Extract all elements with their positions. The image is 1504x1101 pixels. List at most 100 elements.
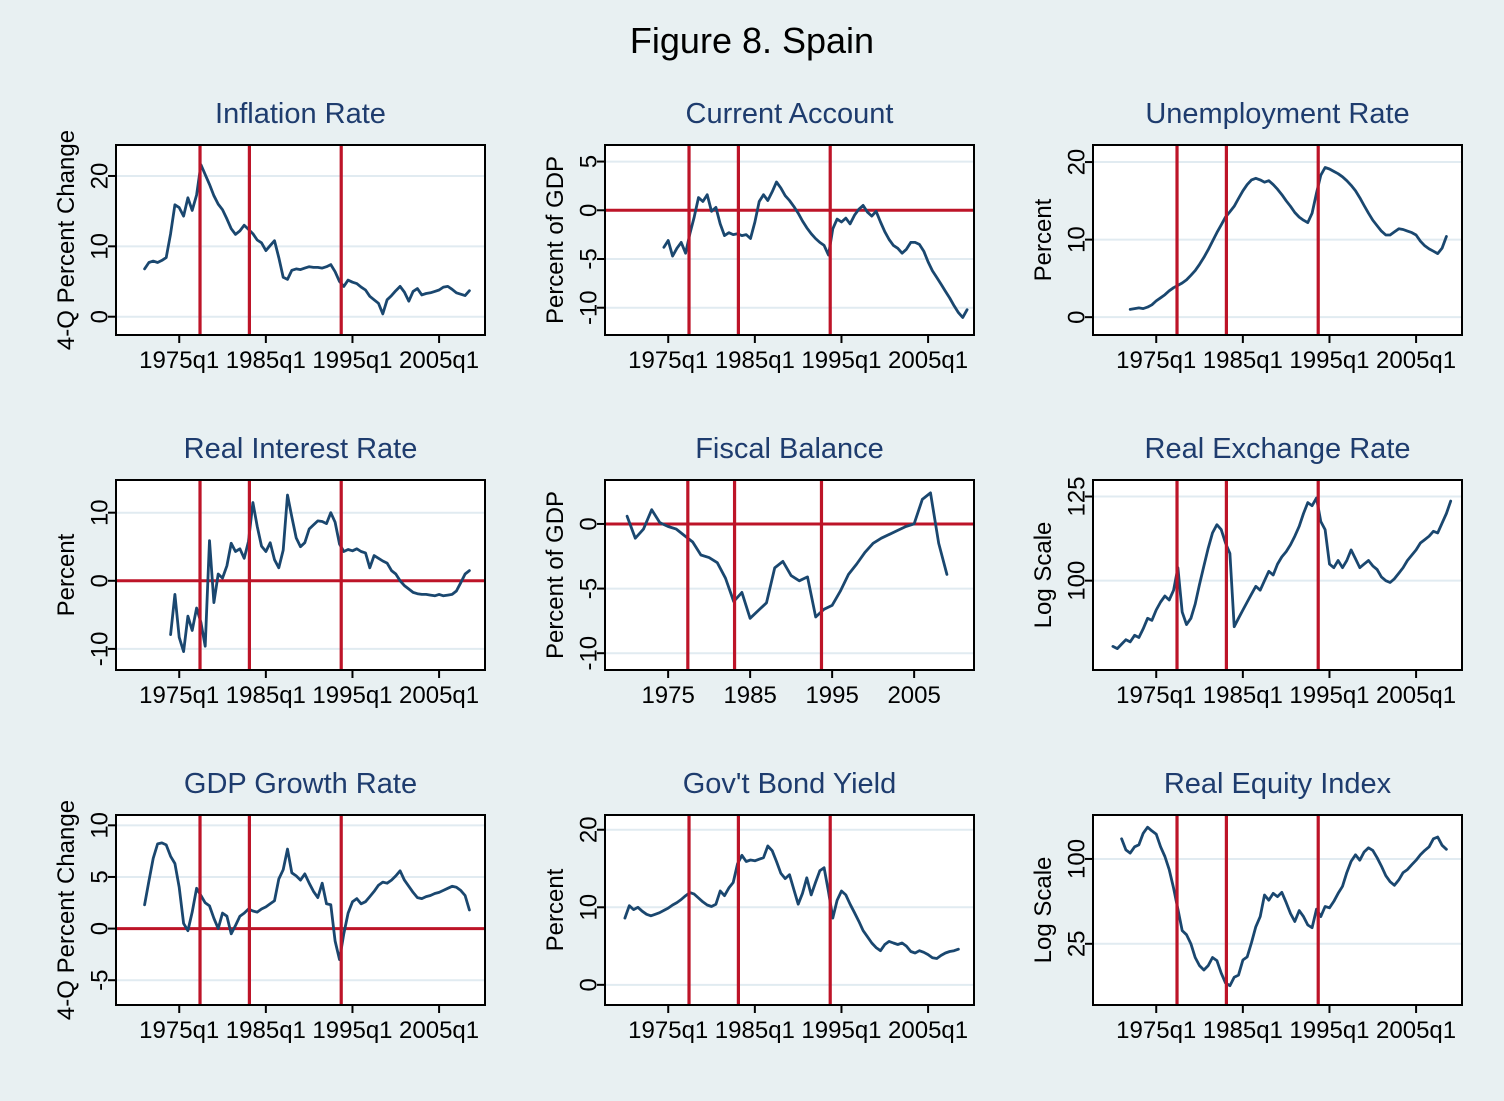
y-axis-title: Percent of GDP	[542, 490, 569, 660]
svg-text:1975q1: 1975q1	[628, 1017, 708, 1044]
svg-text:1985: 1985	[723, 682, 776, 709]
subplot-title: Real Interest Rate	[183, 433, 418, 465]
svg-text:1985q1: 1985q1	[1203, 1017, 1283, 1044]
current-account-chart: 1975q1 1985q1 1995q1 2005q1 5 0 -5 -10	[576, 144, 975, 374]
inflation-rate-chart: 1975q1 1985q1 1995q1 2005q1 0 10 20	[87, 144, 486, 374]
svg-text:100: 100	[1064, 839, 1091, 879]
svg-text:-5: -5	[576, 248, 603, 269]
panel-real-exchange-rate: 1975q1 1985q1 1995q1 2005q1 100 125 Real Exch…	[1017, 430, 1492, 765]
subplot-title: Real Equity Index	[1163, 768, 1392, 800]
svg-text:125: 125	[1064, 476, 1091, 516]
svg-text:0: 0	[576, 517, 603, 530]
svg-text:2005q1: 2005q1	[399, 1017, 479, 1044]
panel-unemployment-rate: 1975q1 1985q1 1995q1 2005q1 0 10 20 Unemployme…	[1017, 95, 1492, 430]
svg-text:1975q1: 1975q1	[1116, 682, 1196, 709]
svg-text:5: 5	[87, 870, 114, 883]
svg-text:1975q1: 1975q1	[139, 1017, 219, 1044]
subplot-title: GDP Growth Rate	[183, 768, 418, 800]
panel-real-equity-index: 1975q1 1985q1 1995q1 2005q1 25 100 Real Equit…	[1017, 765, 1492, 1100]
y-axis-title: Log Scale	[1030, 856, 1057, 964]
svg-text:1995q1: 1995q1	[1289, 1017, 1369, 1044]
svg-text:5: 5	[576, 155, 603, 168]
svg-text:2005q1: 2005q1	[399, 347, 479, 374]
svg-text:25: 25	[1064, 930, 1091, 957]
real-interest-rate-chart: 1975q1 1985q1 1995q1 2005q1 -10 0 10	[87, 479, 486, 709]
fiscal-balance-chart: 1975 1985 1995 2005 0 -5 -10	[576, 479, 975, 709]
svg-text:-5: -5	[87, 970, 114, 991]
svg-text:0: 0	[87, 310, 114, 323]
svg-text:1985q1: 1985q1	[226, 1017, 306, 1044]
svg-text:1975: 1975	[641, 682, 694, 709]
svg-text:10: 10	[576, 894, 603, 921]
svg-text:0: 0	[576, 204, 603, 217]
svg-text:100: 100	[1064, 561, 1091, 601]
svg-text:-5: -5	[576, 578, 603, 599]
y-axis-title: Percent	[542, 868, 569, 952]
svg-text:1985q1: 1985q1	[1203, 347, 1283, 374]
svg-text:0: 0	[87, 922, 114, 935]
svg-text:0: 0	[1064, 310, 1091, 323]
svg-text:1975q1: 1975q1	[1116, 347, 1196, 374]
svg-text:2005q1: 2005q1	[1376, 1017, 1456, 1044]
panel-real-interest-rate: 1975q1 1985q1 1995q1 2005q1 -10 0 10 Real Inte…	[40, 430, 515, 765]
panel-govt-bond-yield: 1975q1 1985q1 1995q1 2005q1 0 10 20 Gov't Bond…	[529, 765, 1004, 1100]
real-equity-index-chart: 1975q1 1985q1 1995q1 2005q1 25 100	[1064, 814, 1463, 1044]
svg-text:1975q1: 1975q1	[1116, 1017, 1196, 1044]
subplot-title: Gov't Bond Yield	[682, 768, 897, 800]
panel-inflation-rate: 1975q1 1985q1 1995q1 2005q1 0 10 20 Inflation …	[40, 95, 515, 430]
svg-text:1995q1: 1995q1	[1289, 682, 1369, 709]
gdp-growth-rate-chart: 1975q1 1985q1 1995q1 2005q1 -5 0 5 10	[87, 812, 486, 1044]
svg-text:1995q1: 1995q1	[801, 1017, 881, 1044]
svg-text:2005q1: 2005q1	[888, 347, 968, 374]
svg-text:2005q1: 2005q1	[1376, 347, 1456, 374]
svg-text:1975q1: 1975q1	[139, 347, 219, 374]
y-axis-title: Percent of GDP	[542, 155, 569, 325]
svg-text:1995q1: 1995q1	[312, 682, 392, 709]
svg-text:1985q1: 1985q1	[226, 682, 306, 709]
subplot-title: Inflation Rate	[215, 98, 386, 130]
svg-text:10: 10	[1064, 226, 1091, 253]
subplot-title: Unemployment Rate	[1145, 98, 1410, 130]
svg-text:1995q1: 1995q1	[801, 347, 881, 374]
subplot-title: Real Exchange Rate	[1144, 433, 1411, 465]
svg-text:0: 0	[576, 978, 603, 991]
subplot-title: Current Account	[685, 98, 894, 130]
subplot-title: Fiscal Balance	[695, 433, 884, 465]
svg-text:20: 20	[576, 816, 603, 843]
panel-fiscal-balance: 1975 1985 1995 2005 0 -5 -10 Fiscal Balance Pe…	[529, 430, 1004, 765]
svg-text:1995q1: 1995q1	[1289, 347, 1369, 374]
svg-text:0: 0	[87, 574, 114, 587]
svg-text:-10: -10	[87, 632, 114, 667]
svg-text:20: 20	[87, 163, 114, 190]
y-axis-title: Percent	[53, 533, 80, 617]
svg-text:1985q1: 1985q1	[715, 347, 795, 374]
svg-text:2005: 2005	[887, 682, 940, 709]
svg-text:1995q1: 1995q1	[312, 347, 392, 374]
svg-text:1985q1: 1985q1	[715, 1017, 795, 1044]
svg-text:1995q1: 1995q1	[312, 1017, 392, 1044]
real-exchange-rate-chart: 1975q1 1985q1 1995q1 2005q1 100 125	[1064, 476, 1463, 709]
figure-title: Figure 8. Spain	[629, 20, 875, 61]
svg-text:10: 10	[87, 812, 114, 839]
svg-text:1975q1: 1975q1	[628, 347, 708, 374]
svg-text:10: 10	[87, 499, 114, 526]
panel-gdp-growth-rate: 1975q1 1985q1 1995q1 2005q1 -5 0 5 10 GDP Growt…	[40, 765, 515, 1100]
y-axis-title: 4-Q Percent Change	[53, 129, 80, 351]
svg-text:2005q1: 2005q1	[399, 682, 479, 709]
svg-text:1985q1: 1985q1	[1203, 682, 1283, 709]
unemployment-rate-chart: 1975q1 1985q1 1995q1 2005q1 0 10 20	[1064, 144, 1463, 374]
y-axis-title: Percent	[1030, 198, 1057, 282]
svg-text:2005q1: 2005q1	[888, 1017, 968, 1044]
svg-text:20: 20	[1064, 149, 1091, 176]
svg-text:1975q1: 1975q1	[139, 682, 219, 709]
svg-text:-10: -10	[576, 290, 603, 325]
svg-text:1995: 1995	[805, 682, 858, 709]
y-axis-title: 4-Q Percent Change	[53, 799, 80, 1021]
svg-text:-10: -10	[576, 636, 603, 671]
panel-current-account: 1975q1 1985q1 1995q1 2005q1 5 0 -5 -10 Current …	[529, 95, 1004, 430]
govt-bond-yield-chart: 1975q1 1985q1 1995q1 2005q1 0 10 20	[576, 814, 975, 1044]
svg-text:2005q1: 2005q1	[1376, 682, 1456, 709]
svg-text:1985q1: 1985q1	[226, 347, 306, 374]
svg-text:10: 10	[87, 233, 114, 260]
